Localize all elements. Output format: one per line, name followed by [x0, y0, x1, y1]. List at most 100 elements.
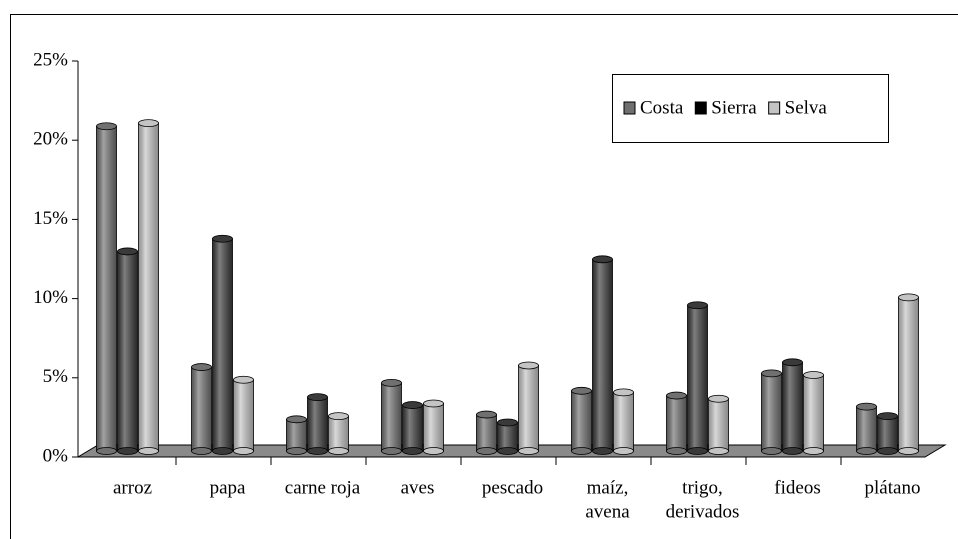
bar-shade [328, 416, 349, 451]
bar [233, 375, 254, 455]
bar-base [518, 447, 539, 455]
x-tick-label: trigo, [682, 477, 723, 498]
bar-shade [898, 297, 919, 451]
bar-top [761, 369, 782, 378]
bar-base [782, 447, 803, 455]
bar-base [898, 447, 919, 455]
bar [423, 399, 444, 455]
bar-base [138, 447, 159, 455]
bar-shade [212, 238, 233, 451]
bar [803, 371, 824, 455]
bar-base [497, 447, 518, 455]
bar-base [307, 447, 328, 455]
bar [307, 393, 328, 455]
y-tick-label: 15% [33, 208, 68, 229]
bar-shade [708, 398, 729, 451]
bar-base [761, 447, 782, 455]
bar-top [96, 122, 117, 131]
bar-shade [592, 259, 613, 451]
bar [191, 363, 212, 455]
y-tick-label: 10% [33, 287, 68, 308]
bar-top [191, 363, 212, 371]
bar-top [803, 371, 824, 379]
bar-shade [613, 392, 634, 451]
bar-base [381, 447, 402, 455]
y-tick-label: 25% [33, 49, 68, 70]
frame [10, 14, 958, 539]
bar [856, 402, 877, 455]
bar-shade [877, 416, 898, 451]
bar-top [402, 401, 423, 409]
bar-base [708, 447, 729, 455]
bar-shade [191, 367, 212, 451]
bar-shade [782, 362, 803, 451]
bar [708, 394, 729, 455]
bar-base [592, 447, 613, 455]
y-tick-label: 5% [43, 366, 69, 387]
bar [613, 388, 634, 455]
bar-shade [518, 365, 539, 451]
bar [497, 418, 518, 455]
bar-shade [497, 422, 518, 451]
bar-top [286, 415, 307, 424]
bar-base [803, 447, 824, 455]
bar [328, 412, 349, 455]
bar-base [117, 447, 138, 455]
bar-top [233, 375, 254, 384]
bar [402, 401, 423, 455]
bar-base [687, 447, 708, 455]
bar-base [476, 447, 497, 455]
bar-top [212, 234, 233, 243]
bar-base [613, 447, 634, 455]
bar [117, 247, 138, 455]
bar [476, 410, 497, 455]
bar-top [381, 378, 402, 387]
bar-base [233, 447, 254, 455]
x-tick-label: plátano [865, 477, 921, 498]
bar-top [666, 391, 687, 400]
bar-top [138, 119, 159, 128]
bar-top [877, 412, 898, 421]
bar-shade [402, 405, 423, 451]
bar-top [782, 358, 803, 367]
bar [96, 122, 117, 455]
x-tick-label: maíz, [587, 477, 629, 498]
bar-shade [761, 373, 782, 451]
bar-top [518, 361, 539, 370]
legend-label: Costa [640, 97, 684, 118]
bar [286, 415, 307, 455]
bar-top [687, 301, 708, 310]
bar-base [191, 447, 212, 455]
bar-top [117, 247, 138, 256]
bar-base [666, 447, 687, 455]
bar-top [307, 393, 328, 402]
bar-shade [233, 379, 254, 451]
bar-shade [96, 126, 117, 451]
bar-base [402, 447, 423, 455]
bar-shade [687, 305, 708, 451]
bar-shade [856, 406, 877, 451]
bar-top [328, 412, 349, 421]
x-tick-label: carne roja [285, 477, 361, 498]
bar-base [423, 447, 444, 455]
bar-shade [803, 374, 824, 451]
bar-top [613, 388, 634, 397]
legend-box [612, 74, 889, 143]
bar-top [476, 410, 497, 419]
y-tick-label: 20% [33, 129, 68, 150]
bar-shade [117, 251, 138, 451]
x-tick-label: derivados [666, 501, 740, 522]
bar-top [592, 255, 613, 264]
bar [518, 361, 539, 455]
legend-swatch [768, 101, 781, 115]
bar [571, 386, 592, 455]
bar [666, 391, 687, 455]
x-tick-label: pescado [482, 477, 543, 498]
bar-base [328, 447, 349, 455]
legend-swatch [694, 101, 707, 115]
bar-shade [423, 403, 444, 451]
y-tick-label: 0% [43, 445, 69, 466]
bar-shade [476, 414, 497, 451]
bar [592, 255, 613, 455]
